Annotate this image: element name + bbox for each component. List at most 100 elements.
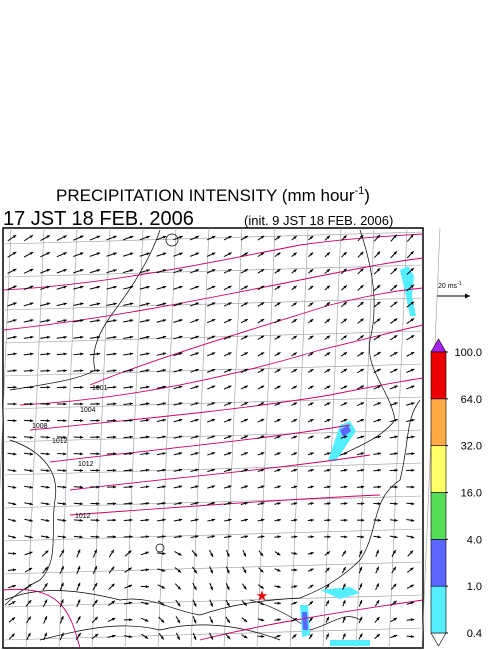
wind-vector-head — [327, 518, 331, 522]
wind-vector-head — [277, 535, 281, 539]
colorbar-band — [430, 398, 447, 446]
wind-vector-head — [394, 468, 398, 472]
wind-vector-head — [244, 402, 248, 406]
wind-vector-head — [113, 385, 117, 389]
wind-vector-head — [342, 583, 346, 588]
wind-vector-head — [146, 435, 150, 439]
colorbar-band — [430, 585, 447, 634]
wind-vector-head — [343, 368, 348, 372]
wind-vector-head — [211, 518, 216, 522]
wind-vector-head — [77, 566, 81, 570]
wind-vector-head — [27, 616, 31, 620]
wind-vector-head — [310, 468, 314, 472]
wind-vector-head — [277, 468, 281, 472]
colorbar-label: 64.0 — [461, 394, 482, 406]
wind-vector-head — [410, 234, 414, 238]
wind-vector-head — [276, 302, 281, 306]
wind-vector-head — [162, 269, 167, 273]
wind-vector-head — [409, 550, 414, 554]
wind-vector-head — [226, 602, 230, 607]
wind-vector-head — [293, 618, 297, 622]
wind-vector-head — [376, 617, 380, 621]
wind-vector-head — [309, 369, 314, 373]
wind-vector-head — [211, 252, 216, 256]
colorbar-label: 0.4 — [467, 628, 482, 640]
wind-vector-head — [12, 252, 17, 255]
wind-vector-head — [30, 402, 34, 406]
wind-vector-head — [178, 535, 183, 539]
wind-vector-head — [30, 335, 34, 339]
wind-vector-head — [226, 586, 230, 590]
isobar — [49, 424, 351, 463]
wind-vector-head — [228, 501, 232, 505]
wind-vector-head — [244, 252, 248, 256]
wind-vector-head — [96, 485, 100, 489]
wind-vector-head — [344, 485, 348, 489]
wind-vector-head — [226, 635, 231, 640]
wind-vector-head — [327, 502, 331, 506]
wind-vector-head — [80, 335, 84, 339]
wind-vector-head — [393, 600, 397, 604]
wind-vector-head — [179, 302, 183, 306]
wind-vector-head — [162, 385, 166, 389]
wind-vector-head — [162, 252, 167, 256]
wind-vector-head — [80, 385, 84, 389]
wind-vector-head — [244, 369, 248, 372]
colorbar-label: 16.0 — [461, 488, 482, 500]
wind-vector-head — [377, 385, 381, 389]
wind-vector-head — [129, 252, 134, 256]
wind-vector-head — [112, 502, 117, 506]
wind-vector-head — [129, 319, 134, 323]
wind-vector-head — [178, 402, 183, 406]
wind-vector-head — [260, 252, 265, 256]
wind-vector-head — [376, 234, 381, 239]
wind-vector-head — [326, 616, 329, 621]
wind-vector-head — [113, 235, 117, 239]
wind-vector-head — [228, 319, 232, 322]
coast — [4, 399, 421, 616]
wind-vector-head — [46, 352, 51, 356]
wind-vector-head — [44, 632, 47, 637]
wind-vector-head — [227, 435, 232, 439]
wind-vector-head — [210, 570, 213, 574]
wind-vector-head — [30, 352, 34, 356]
wind-vector-head — [46, 385, 51, 389]
wind-vector-head — [146, 352, 150, 356]
wind-vector-head — [344, 535, 348, 539]
wind-vector-head — [226, 553, 230, 557]
isobar — [2, 233, 424, 291]
wind-vector-head — [277, 369, 281, 372]
wind-vector-head — [144, 635, 149, 639]
wind-vector-head — [293, 585, 298, 589]
wind-vector-head — [211, 335, 216, 339]
wind-vector-head — [293, 352, 297, 356]
wind-vector-head — [113, 369, 117, 373]
wind-vector-head — [343, 235, 347, 239]
wind-vector-head — [211, 302, 216, 306]
wind-vector-head — [146, 269, 150, 273]
wind-vector-head — [211, 435, 216, 439]
wind-vector-head — [96, 502, 100, 506]
title-close: ) — [364, 186, 370, 205]
wind-vector-head — [113, 252, 117, 256]
init-time: (init. 9 JST 18 FEB. 2006) — [244, 213, 393, 228]
wind-vector-head — [113, 435, 117, 439]
coast — [329, 229, 396, 461]
wind-vector-head — [410, 518, 415, 522]
wind-vector-head — [11, 617, 16, 621]
wind-legend-label: 20 ms-1 — [438, 281, 462, 290]
wind-vector-head — [411, 452, 415, 456]
wind-vector-head — [227, 452, 232, 455]
wind-vector-head — [260, 269, 265, 273]
wind-vector-head — [293, 236, 297, 240]
wind-vector-head — [343, 452, 348, 456]
wind-vector-head — [210, 586, 213, 591]
wind-vector-head — [293, 252, 297, 256]
wind-vector-head — [261, 634, 265, 638]
wind-vector-head — [360, 301, 364, 306]
wind-vector-head — [179, 352, 183, 356]
wind-vector-head — [343, 335, 347, 339]
wind-vector-head — [63, 352, 67, 356]
wind-vector-head — [129, 369, 134, 373]
